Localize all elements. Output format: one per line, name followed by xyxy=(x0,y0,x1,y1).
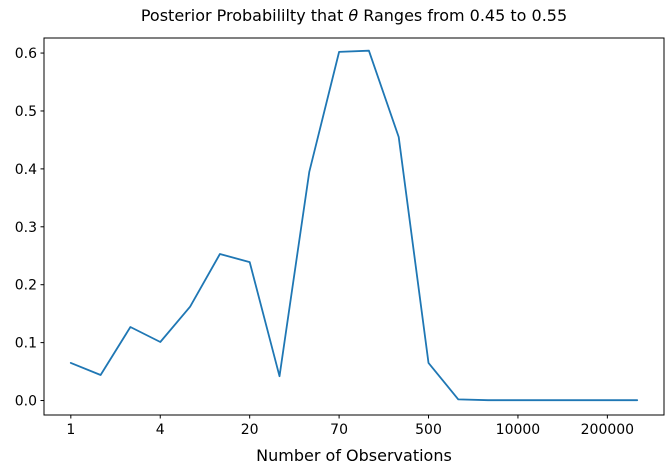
y-tick-label: 0.1 xyxy=(15,336,37,352)
y-tick-label: 0.0 xyxy=(15,394,37,410)
y-tick-label: 0.4 xyxy=(15,162,37,178)
y-tick-label: 0.5 xyxy=(15,104,37,120)
x-tick-label: 70 xyxy=(330,422,348,438)
plot-border xyxy=(43,37,665,416)
y-tick-label: 0.6 xyxy=(15,46,37,62)
theta-symbol: θ xyxy=(348,6,359,25)
x-tick-label: 4 xyxy=(156,422,165,438)
x-tick-label: 1 xyxy=(66,422,75,438)
x-tick-label: 200000 xyxy=(581,422,634,438)
y-tick-label: 0.3 xyxy=(15,220,37,236)
posterior-probability-line xyxy=(69,49,639,402)
y-tick-label: 0.2 xyxy=(15,278,37,294)
x-tick-label: 500 xyxy=(415,422,442,438)
figure-title-suffix: Ranges from 0.45 to 0.55 xyxy=(358,6,568,25)
x-tick-label: 20 xyxy=(241,422,259,438)
x-axis-label: Number of Observations xyxy=(256,446,452,465)
figure-title-prefix: Posterior Probabililty that xyxy=(140,6,349,25)
x-tick-label: 10000 xyxy=(496,422,541,438)
figure-title: Posterior Probabililty that θ Ranges fro… xyxy=(44,6,664,25)
